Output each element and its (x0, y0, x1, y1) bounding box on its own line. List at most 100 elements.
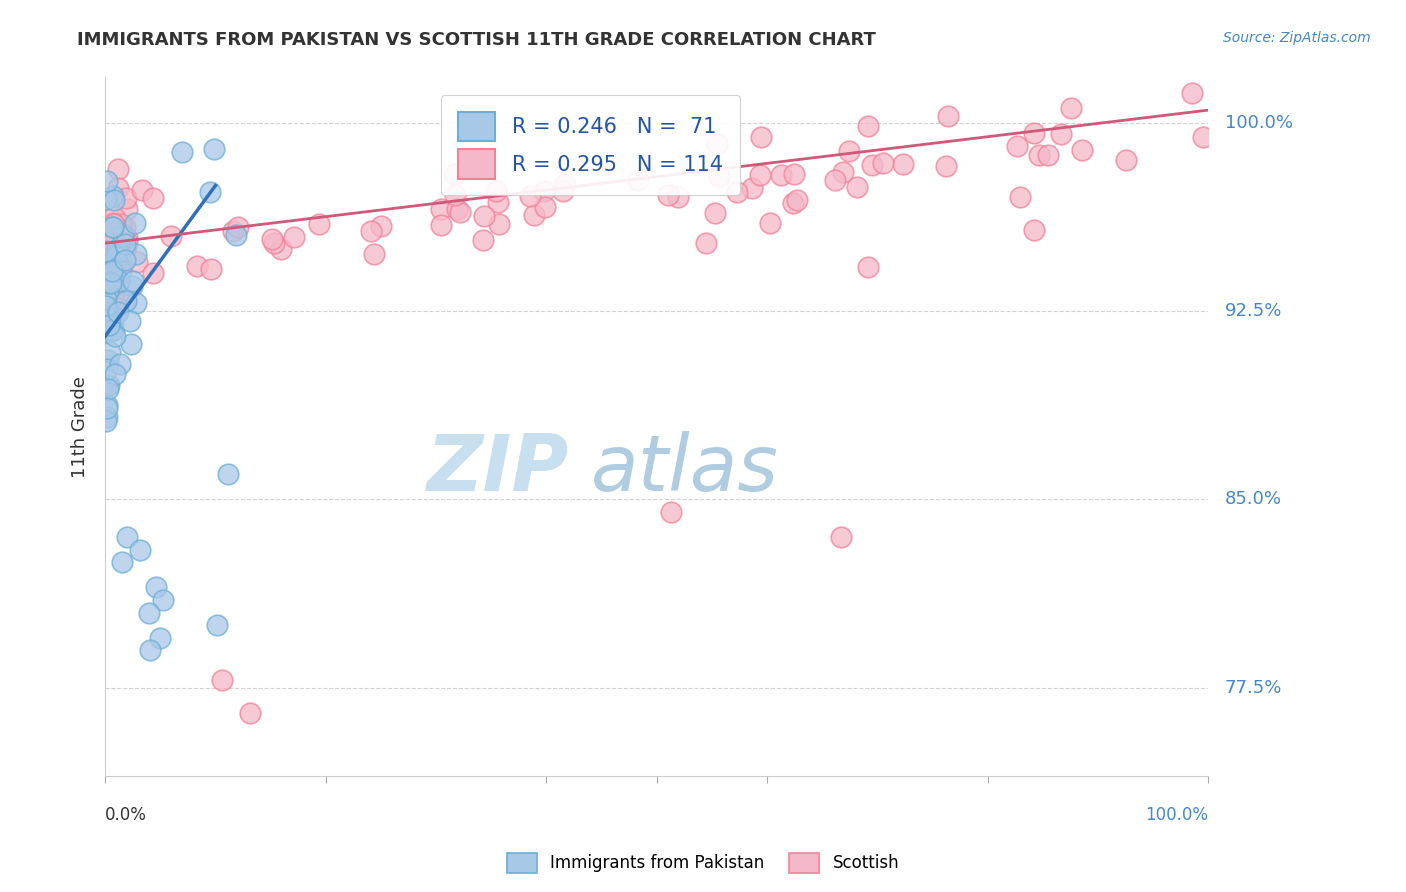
Point (96, 244, 118, 259)
Point (786, 193, 808, 207)
Point (706, 136, 728, 151)
Point (96, 305, 118, 319)
Point (124, 216, 146, 230)
Point (110, 264, 132, 278)
Point (117, 230, 139, 244)
Point (695, 236, 717, 251)
Point (131, 183, 153, 197)
Point (98, 377, 121, 392)
Point (270, 242, 292, 256)
Point (125, 296, 148, 310)
Point (226, 219, 249, 234)
Legend: R = 0.246   N =  71, R = 0.295   N = 114: R = 0.246 N = 71, R = 0.295 N = 114 (441, 95, 740, 195)
Point (107, 301, 129, 315)
Point (211, 673, 233, 688)
Point (104, 262, 127, 277)
Point (845, 180, 868, 194)
Point (222, 224, 245, 238)
Point (759, 216, 782, 230)
Point (704, 206, 727, 220)
Point (100, 321, 122, 335)
Text: 85.0%: 85.0% (1225, 491, 1282, 508)
Text: 0.0%: 0.0% (105, 806, 148, 824)
Point (120, 337, 142, 351)
Point (94, 320, 117, 334)
Point (100, 267, 122, 281)
Point (96, 174, 118, 188)
Point (260, 232, 283, 246)
Point (97, 282, 120, 296)
Point (263, 235, 285, 250)
Point (186, 259, 208, 273)
Text: 77.5%: 77.5% (1225, 679, 1282, 697)
Point (443, 188, 465, 202)
Point (101, 264, 124, 278)
Point (125, 254, 148, 268)
Point (838, 144, 860, 158)
Point (1024, 126, 1046, 140)
Point (533, 185, 555, 199)
Point (205, 618, 228, 632)
Point (1115, 153, 1137, 168)
Point (111, 248, 134, 262)
Point (172, 145, 194, 159)
Point (1008, 190, 1031, 204)
Point (115, 191, 138, 205)
Point (749, 129, 772, 144)
Point (1181, 86, 1204, 100)
Point (97, 352, 120, 367)
Point (523, 208, 546, 222)
Point (96, 409, 118, 424)
Point (446, 202, 468, 217)
Point (360, 224, 382, 238)
Point (105, 227, 128, 242)
Point (1192, 129, 1215, 144)
Point (659, 505, 682, 519)
Point (429, 202, 451, 216)
Point (111, 555, 134, 569)
Point (103, 314, 125, 328)
Point (96, 226, 118, 240)
Point (551, 185, 574, 199)
Point (138, 606, 160, 620)
Point (100, 219, 122, 234)
Point (370, 219, 392, 234)
Point (96, 362, 118, 376)
Point (142, 266, 165, 280)
Point (104, 329, 127, 343)
Point (103, 193, 125, 207)
Text: atlas: atlas (591, 431, 779, 507)
Point (217, 467, 239, 482)
Text: 100.0%: 100.0% (1225, 113, 1292, 132)
Point (103, 189, 125, 203)
Point (129, 542, 152, 557)
Point (97, 251, 120, 265)
Point (856, 260, 879, 275)
Point (103, 257, 125, 271)
Point (1060, 101, 1083, 115)
Point (748, 168, 770, 182)
Point (103, 263, 125, 277)
Point (239, 706, 262, 720)
Point (115, 293, 138, 308)
Point (100, 231, 122, 245)
Point (98, 257, 121, 271)
Point (105, 242, 128, 256)
Point (485, 184, 508, 198)
Point (108, 357, 131, 371)
Point (363, 246, 385, 260)
Text: 100.0%: 100.0% (1146, 806, 1208, 824)
Point (103, 289, 125, 303)
Point (891, 157, 914, 171)
Point (122, 274, 145, 288)
Point (1005, 139, 1028, 153)
Point (430, 218, 453, 232)
Point (107, 161, 129, 176)
Point (741, 181, 763, 195)
Point (709, 169, 731, 183)
Point (105, 249, 128, 263)
Point (97, 276, 120, 290)
Point (554, 178, 576, 192)
Point (472, 233, 495, 247)
Point (96, 271, 118, 285)
